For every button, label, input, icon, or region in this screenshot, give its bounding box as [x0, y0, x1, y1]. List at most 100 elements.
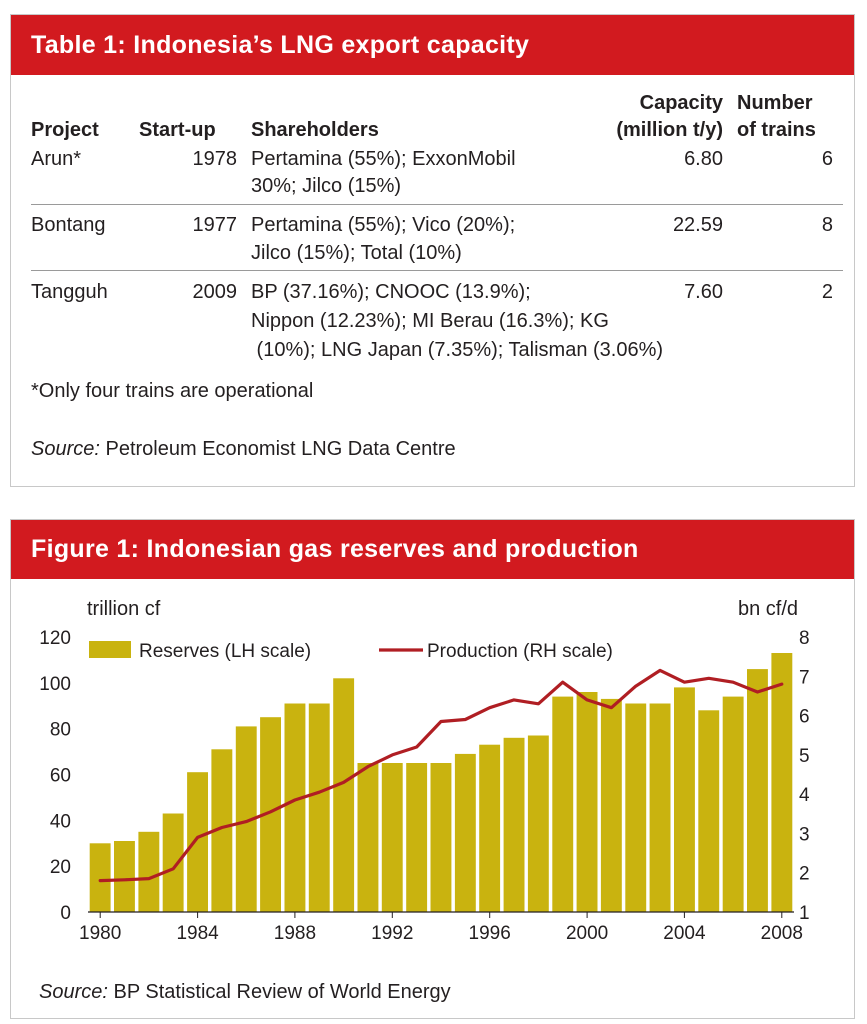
figure-title: Figure 1: Indonesian gas reserves and pr…: [11, 520, 854, 579]
left-axis-tick-label: 100: [39, 674, 71, 695]
reserves-bar: [674, 687, 695, 912]
cell-project: Bontang: [31, 214, 106, 236]
header-capacity-line2: (million t/y): [616, 119, 723, 141]
chart-axes: 0 20 40 60 80 100 120 1 2 3 4 5 6 7 8 1980 1984 1988 1992 1…: [39, 628, 810, 944]
reserves-bar: [357, 763, 379, 912]
cell-startup: 2009: [192, 281, 238, 303]
reserves-bar: [162, 813, 184, 912]
x-axis-tick-label: 2000: [566, 923, 608, 944]
cell-shareholders: Nippon (12.23%); MI Berau (16.3%); KG: [251, 310, 609, 332]
reserves-bar: [187, 772, 208, 912]
left-axis-tick-label: 40: [50, 811, 71, 832]
row-divider: [31, 270, 843, 271]
right-axis-tick-label: 2: [799, 864, 810, 885]
source-text: Petroleum Economist LNG Data Centre: [99, 438, 456, 460]
right-axis-tick-label: 7: [799, 667, 810, 688]
header-trains-line1: Number: [737, 92, 813, 114]
right-axis-tick-label: 3: [799, 824, 810, 845]
x-axis-tick-label: 2004: [663, 923, 706, 944]
reserves-bar: [138, 831, 160, 912]
production-line: [98, 668, 784, 883]
reserves-bar: [552, 696, 574, 912]
cell-shareholders: (10%); LNG Japan (7.35%); Talisman (3.06…: [251, 339, 664, 361]
reserves-bar: [454, 753, 476, 912]
chart-legend: Reserves (LH scale) Production (RH scale): [89, 641, 613, 662]
left-axis-tick-label: 80: [50, 720, 71, 741]
left-axis-tick-label: 60: [50, 766, 71, 787]
lng-capacity-table: Project Start-up Shareholders Capacity (…: [11, 15, 856, 488]
left-axis-tick-label: 0: [60, 903, 71, 924]
figure-panel: Figure 1: Indonesian gas reserves and pr…: [10, 519, 855, 1019]
x-axis-tick-label: 1996: [469, 923, 511, 944]
reserves-bar: [722, 696, 744, 912]
right-axis-tick-label: 1: [799, 903, 810, 924]
left-axis-tick-label: 20: [50, 857, 71, 878]
reserves-bar: [114, 841, 135, 912]
reserves-bar: [576, 692, 598, 912]
figure-source: Source: BP Statistical Review of World E…: [39, 981, 451, 1003]
reserves-bar: [381, 763, 403, 912]
source-text: BP Statistical Review of World Energy: [108, 981, 451, 1003]
source-label: Source:: [39, 981, 108, 1003]
left-axis-unit: trillion cf: [87, 598, 161, 620]
cell-trains: 2: [821, 281, 833, 303]
cell-capacity: 22.59: [672, 214, 723, 236]
x-axis-tick-label: 1980: [79, 923, 121, 944]
cell-startup: 1977: [192, 214, 238, 236]
cell-trains: 6: [821, 148, 833, 170]
reserves-production-chart: 0 20 40 60 80 100 120 1 2 3 4 5 6 7 8 1980 1984 1988 1992 1…: [39, 598, 810, 1003]
reserves-bar: [333, 678, 355, 913]
right-axis-tick-label: 5: [799, 746, 810, 767]
table-title: Table 1: Indonesia’s LNG export capacity: [11, 15, 854, 75]
cell-shareholders: Pertamina (55%); Vico (20%);: [251, 214, 516, 236]
header-capacity-line1: Capacity: [639, 92, 723, 114]
reserves-bar: [211, 749, 233, 912]
cell-shareholders: BP (37.16%); CNOOC (13.9%);: [251, 281, 531, 303]
left-axis-tick-label: 120: [39, 628, 71, 649]
reserves-bar: [527, 735, 549, 912]
table-footnote: *Only four trains are operational: [31, 380, 314, 402]
reserves-bar: [89, 843, 111, 913]
reserves-bar: [698, 710, 720, 912]
header-shareholders: Shareholders: [251, 119, 379, 141]
reserves-bar: [308, 703, 330, 912]
right-axis-tick-label: 8: [799, 628, 810, 649]
reserves-bar: [600, 698, 622, 912]
reserves-bar: [649, 703, 671, 912]
reserves-bar: [430, 763, 452, 912]
reserves-bar: [747, 669, 768, 912]
reserves-bar: [479, 744, 501, 912]
header-trains-line2: of trains: [737, 119, 816, 141]
table-panel: Table 1: Indonesia’s LNG export capacity…: [10, 14, 855, 487]
reserves-bars: [89, 653, 793, 913]
cell-startup: 1978: [192, 148, 238, 170]
x-axis-tick-label: 1992: [371, 923, 413, 944]
source-label: Source:: [31, 438, 100, 460]
row-divider: [31, 204, 843, 205]
reserves-bar: [771, 653, 793, 912]
x-axis-tick-label: 1988: [274, 923, 316, 944]
cell-shareholders: Pertamina (55%); ExxonMobil: [251, 148, 516, 170]
cell-shareholders: 30%; Jilco (15%): [251, 175, 402, 197]
reserves-bar: [235, 726, 257, 912]
cell-project: Tangguh: [31, 281, 108, 303]
table-source: Source: Petroleum Economist LNG Data Cen…: [31, 436, 456, 463]
reserves-bar: [406, 763, 428, 912]
right-axis-tick-label: 6: [799, 707, 810, 728]
cell-trains: 8: [821, 214, 833, 236]
legend-swatch-reserves: [89, 641, 131, 658]
cell-project: Arun*: [31, 148, 82, 170]
cell-capacity: 7.60: [684, 281, 723, 303]
production-line-layer: [98, 668, 784, 883]
reserves-bar: [284, 703, 306, 912]
cell-capacity: 6.80: [684, 148, 723, 170]
right-axis-tick-label: 4: [799, 785, 810, 806]
right-axis-unit: bn cf/d: [738, 598, 798, 620]
reserves-bar: [625, 703, 647, 912]
cell-shareholders: Jilco (15%); Total (10%): [251, 242, 462, 264]
reserves-bar: [503, 737, 525, 912]
header-startup: Start-up: [139, 119, 216, 141]
legend-label-reserves: Reserves (LH scale): [139, 641, 311, 662]
reserves-bar: [260, 717, 281, 912]
x-axis-tick-label: 2008: [761, 923, 803, 944]
